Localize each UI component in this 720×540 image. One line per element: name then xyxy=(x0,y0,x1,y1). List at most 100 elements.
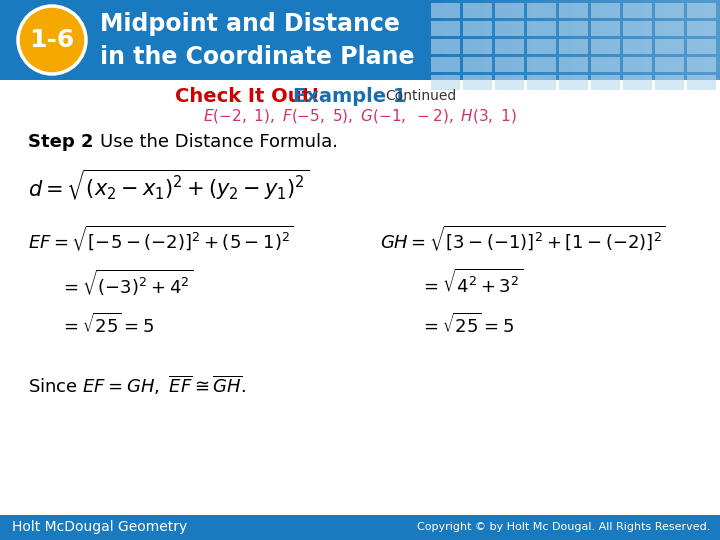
Bar xyxy=(655,3,684,18)
Bar xyxy=(509,0,510,80)
Text: $EF = \sqrt{\left[-5-(-2)\right]^2+(5-1)^2}$: $EF = \sqrt{\left[-5-(-2)\right]^2+(5-1)… xyxy=(28,223,294,253)
Bar xyxy=(702,0,703,80)
Bar xyxy=(431,3,460,18)
Bar xyxy=(440,0,441,80)
Bar xyxy=(574,0,575,80)
Bar xyxy=(628,0,629,80)
Bar xyxy=(592,0,593,80)
Bar xyxy=(625,0,626,80)
Bar xyxy=(441,0,442,80)
Bar xyxy=(514,0,515,80)
Bar xyxy=(695,0,696,80)
Bar xyxy=(458,0,459,80)
Text: Copyright © by Holt Mc Dougal. All Rights Reserved.: Copyright © by Holt Mc Dougal. All Right… xyxy=(417,523,710,532)
Bar xyxy=(527,0,528,80)
Bar xyxy=(624,0,625,80)
Bar xyxy=(443,0,444,80)
Bar xyxy=(650,0,651,80)
Bar xyxy=(606,0,607,80)
Bar xyxy=(460,0,461,80)
Bar xyxy=(494,0,495,80)
Bar xyxy=(544,0,545,80)
Bar xyxy=(535,0,536,80)
Bar xyxy=(455,0,456,80)
Bar xyxy=(581,0,582,80)
Bar xyxy=(463,39,492,54)
Bar xyxy=(648,0,649,80)
Bar xyxy=(524,0,525,80)
Bar xyxy=(559,57,588,72)
Bar xyxy=(673,0,674,80)
Bar xyxy=(686,0,687,80)
Bar xyxy=(593,0,594,80)
Bar xyxy=(708,0,709,80)
Bar xyxy=(437,0,438,80)
Text: Continued: Continued xyxy=(385,89,456,103)
Bar xyxy=(711,0,712,80)
Bar xyxy=(635,0,636,80)
Bar xyxy=(430,0,431,80)
Bar xyxy=(497,0,498,80)
Bar xyxy=(623,0,624,80)
Bar xyxy=(517,0,518,80)
Bar xyxy=(527,39,556,54)
Bar xyxy=(668,0,669,80)
Bar xyxy=(705,0,706,80)
Bar xyxy=(605,0,606,80)
Bar xyxy=(511,0,512,80)
Bar xyxy=(649,0,650,80)
Bar xyxy=(421,0,422,80)
Bar xyxy=(541,0,542,80)
Bar xyxy=(596,0,597,80)
Bar xyxy=(431,39,460,54)
Bar xyxy=(527,21,556,36)
Bar xyxy=(607,0,608,80)
Bar xyxy=(696,0,697,80)
Bar xyxy=(467,0,468,80)
Bar xyxy=(444,0,445,80)
Bar xyxy=(557,0,558,80)
Bar xyxy=(716,0,717,80)
Bar xyxy=(529,0,530,80)
Bar xyxy=(427,0,428,80)
Bar xyxy=(431,57,460,72)
Bar xyxy=(489,0,490,80)
Bar xyxy=(620,0,621,80)
Bar xyxy=(626,0,627,80)
Bar xyxy=(471,0,472,80)
Bar xyxy=(491,0,492,80)
Bar xyxy=(594,0,595,80)
Bar xyxy=(687,39,716,54)
Bar xyxy=(623,39,652,54)
Bar xyxy=(451,0,452,80)
Bar xyxy=(452,0,453,80)
Bar xyxy=(633,0,634,80)
Bar xyxy=(495,75,524,90)
Bar xyxy=(717,0,718,80)
Bar xyxy=(555,0,556,80)
Bar xyxy=(527,3,556,18)
Bar xyxy=(638,0,639,80)
Bar xyxy=(468,0,469,80)
Bar xyxy=(698,0,699,80)
Bar xyxy=(530,0,531,80)
Bar xyxy=(591,0,592,80)
Bar xyxy=(643,0,644,80)
Bar xyxy=(637,0,638,80)
Bar xyxy=(655,39,684,54)
Bar xyxy=(0,0,720,80)
Bar xyxy=(542,0,543,80)
Bar xyxy=(588,0,589,80)
Bar xyxy=(653,0,654,80)
Bar xyxy=(687,0,688,80)
Bar xyxy=(644,0,645,80)
Bar xyxy=(464,0,465,80)
Bar xyxy=(632,0,633,80)
Bar xyxy=(667,0,668,80)
Bar xyxy=(476,0,477,80)
Bar xyxy=(425,0,426,80)
Bar xyxy=(675,0,676,80)
Text: 1-6: 1-6 xyxy=(30,28,75,52)
Bar xyxy=(639,0,640,80)
Bar xyxy=(0,515,720,540)
